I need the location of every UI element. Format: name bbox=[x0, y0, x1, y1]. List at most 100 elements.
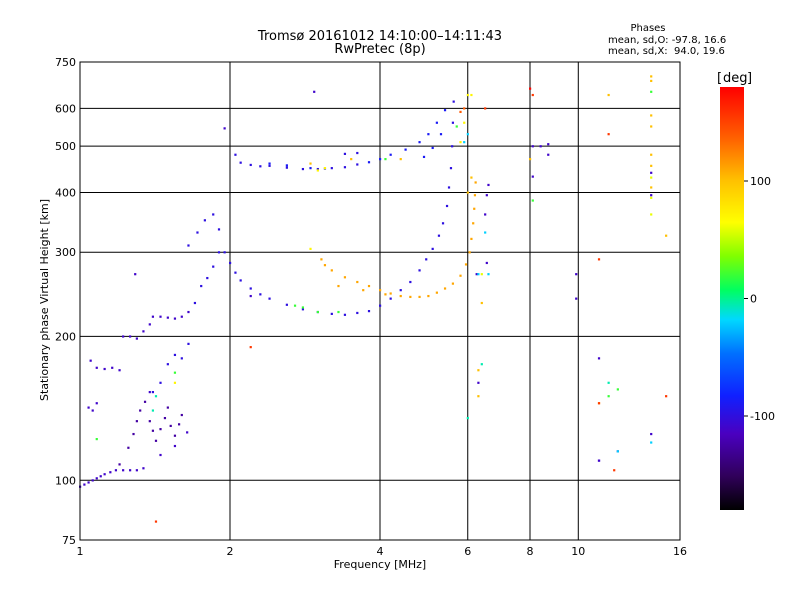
data-point bbox=[539, 145, 542, 148]
data-point bbox=[451, 145, 454, 148]
data-point bbox=[118, 369, 121, 372]
stats-o-mode: mean, sd,O: -97.8, 16.6 bbox=[608, 35, 726, 46]
data-point bbox=[143, 400, 147, 403]
data-point bbox=[616, 388, 619, 391]
data-point bbox=[234, 271, 237, 274]
data-point bbox=[173, 444, 177, 448]
data-point bbox=[159, 315, 162, 318]
data-point bbox=[425, 258, 428, 261]
data-point bbox=[441, 222, 445, 225]
data-point bbox=[480, 273, 483, 276]
data-point bbox=[473, 194, 477, 197]
data-point bbox=[151, 390, 155, 394]
data-point bbox=[206, 276, 209, 280]
colorbar-tick-label: 100 bbox=[750, 175, 771, 188]
data-point bbox=[379, 289, 382, 292]
data-point bbox=[597, 402, 601, 405]
data-point bbox=[480, 301, 483, 305]
data-point bbox=[367, 310, 371, 313]
data-point bbox=[452, 100, 455, 103]
data-point bbox=[447, 186, 451, 189]
data-point bbox=[154, 520, 158, 523]
y-tick-labels: 75 100 200 300 400 500 600 750 bbox=[55, 56, 76, 547]
grid bbox=[79, 61, 681, 541]
data-point bbox=[487, 183, 490, 187]
data-point bbox=[650, 114, 653, 117]
data-point bbox=[323, 167, 327, 170]
data-point bbox=[151, 409, 155, 412]
data-point bbox=[249, 346, 252, 349]
data-point bbox=[650, 441, 653, 444]
data-point bbox=[650, 186, 653, 189]
y-tick-label: 600 bbox=[55, 102, 76, 115]
data-point bbox=[477, 395, 480, 398]
data-point bbox=[484, 231, 487, 234]
data-point bbox=[268, 164, 271, 167]
data-point bbox=[575, 273, 578, 276]
data-point bbox=[89, 359, 92, 362]
data-point bbox=[217, 251, 221, 254]
data-point bbox=[203, 219, 206, 222]
data-point bbox=[223, 251, 226, 254]
data-point bbox=[343, 152, 347, 155]
data-point bbox=[134, 273, 137, 276]
y-tick-label: 400 bbox=[55, 186, 76, 199]
data-point bbox=[427, 294, 430, 298]
data-point bbox=[142, 467, 145, 470]
data-point bbox=[437, 234, 441, 237]
data-point bbox=[466, 133, 469, 136]
data-point bbox=[268, 297, 271, 300]
data-point bbox=[485, 261, 488, 265]
data-point bbox=[650, 79, 653, 83]
colorbar-bracket-close: ] bbox=[747, 71, 752, 86]
data-point bbox=[468, 251, 471, 254]
x-tick-label: 1 bbox=[77, 545, 84, 558]
data-point bbox=[316, 167, 319, 171]
data-point bbox=[151, 429, 155, 432]
colorbar: [ deg ] 100 0 -100 bbox=[717, 71, 775, 510]
data-point bbox=[122, 469, 125, 472]
data-point bbox=[223, 127, 226, 130]
data-point bbox=[477, 273, 480, 276]
data-point bbox=[466, 416, 469, 420]
data-point bbox=[91, 409, 94, 412]
data-point bbox=[464, 263, 468, 266]
data-point bbox=[529, 158, 532, 161]
data-point bbox=[95, 477, 98, 480]
x-axis-label: Frequency [MHz] bbox=[334, 558, 426, 571]
data-point bbox=[389, 153, 392, 156]
colorbar-gradient bbox=[720, 87, 744, 510]
data-point bbox=[650, 213, 653, 216]
data-point bbox=[650, 75, 653, 78]
x-tick-label: 8 bbox=[527, 545, 534, 558]
data-point bbox=[449, 167, 453, 170]
data-point bbox=[111, 366, 114, 369]
data-point bbox=[186, 431, 189, 434]
data-point bbox=[418, 141, 421, 144]
data-point bbox=[379, 158, 382, 161]
data-point bbox=[239, 279, 242, 282]
data-point bbox=[399, 158, 402, 161]
data-point bbox=[330, 167, 333, 170]
data-point bbox=[159, 453, 162, 457]
data-point bbox=[431, 247, 434, 250]
data-point bbox=[531, 199, 534, 202]
data-point bbox=[154, 395, 158, 398]
data-point bbox=[650, 164, 653, 167]
data-point bbox=[487, 273, 490, 276]
data-point bbox=[399, 294, 402, 298]
data-point bbox=[529, 87, 532, 90]
data-point bbox=[470, 176, 473, 179]
data-point bbox=[180, 315, 183, 318]
data-point bbox=[114, 469, 118, 472]
data-point bbox=[200, 284, 203, 288]
data-point bbox=[665, 395, 668, 398]
data-point bbox=[166, 363, 169, 366]
x-tick-labels: 1 2 4 6 8 10 16 bbox=[77, 545, 688, 558]
data-point bbox=[99, 475, 102, 478]
data-point bbox=[148, 420, 151, 423]
data-point bbox=[435, 291, 438, 294]
y-tick-label: 750 bbox=[55, 56, 76, 69]
data-point bbox=[173, 353, 177, 357]
data-point bbox=[148, 390, 151, 394]
